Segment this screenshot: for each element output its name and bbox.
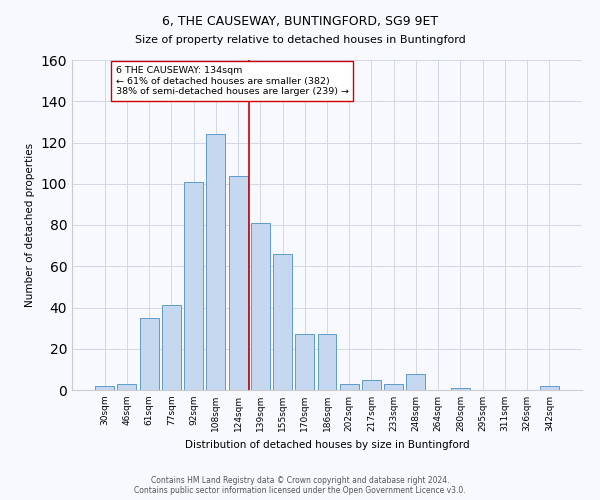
Y-axis label: Number of detached properties: Number of detached properties xyxy=(25,143,35,307)
Bar xyxy=(540,386,559,390)
Bar xyxy=(451,388,470,390)
Text: Size of property relative to detached houses in Buntingford: Size of property relative to detached ho… xyxy=(134,35,466,45)
Bar xyxy=(340,384,359,390)
Bar xyxy=(362,380,381,390)
Text: Contains HM Land Registry data © Crown copyright and database right 2024.
Contai: Contains HM Land Registry data © Crown c… xyxy=(134,476,466,495)
Bar xyxy=(273,254,292,390)
Bar xyxy=(384,384,403,390)
X-axis label: Distribution of detached houses by size in Buntingford: Distribution of detached houses by size … xyxy=(185,440,469,450)
Bar xyxy=(295,334,314,390)
Bar xyxy=(317,334,337,390)
Bar xyxy=(251,223,270,390)
Bar xyxy=(184,182,203,390)
Bar xyxy=(229,176,248,390)
Bar xyxy=(206,134,225,390)
Bar xyxy=(95,386,114,390)
Text: 6 THE CAUSEWAY: 134sqm
← 61% of detached houses are smaller (382)
38% of semi-de: 6 THE CAUSEWAY: 134sqm ← 61% of detached… xyxy=(116,66,349,96)
Bar xyxy=(118,384,136,390)
Bar xyxy=(140,318,158,390)
Bar xyxy=(162,306,181,390)
Bar xyxy=(406,374,425,390)
Text: 6, THE CAUSEWAY, BUNTINGFORD, SG9 9ET: 6, THE CAUSEWAY, BUNTINGFORD, SG9 9ET xyxy=(162,15,438,28)
